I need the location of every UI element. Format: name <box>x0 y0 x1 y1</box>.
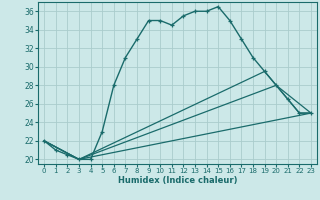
X-axis label: Humidex (Indice chaleur): Humidex (Indice chaleur) <box>118 176 237 185</box>
